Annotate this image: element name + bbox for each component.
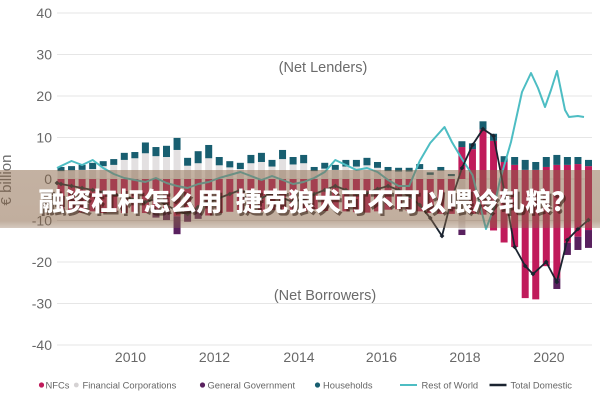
svg-text:20: 20: [36, 88, 52, 104]
svg-text:30: 30: [36, 47, 52, 63]
svg-text:(Net Lenders): (Net Lenders): [279, 60, 368, 76]
svg-text:2020: 2020: [533, 349, 564, 365]
svg-text:-30: -30: [32, 296, 52, 312]
svg-text:Households: Households: [323, 380, 373, 391]
svg-text:2010: 2010: [115, 349, 146, 365]
svg-text:Total Domestic: Total Domestic: [511, 380, 573, 391]
svg-text:General Government: General Government: [208, 380, 296, 391]
svg-text:40: 40: [36, 5, 52, 21]
svg-text:-40: -40: [32, 337, 52, 353]
svg-text:NFCs: NFCs: [46, 380, 70, 391]
svg-text:2018: 2018: [449, 349, 480, 365]
svg-text:2016: 2016: [366, 349, 397, 365]
svg-text:Financial Corporations: Financial Corporations: [83, 380, 177, 391]
svg-text:(Net Borrowers): (Net Borrowers): [274, 288, 376, 304]
svg-text:-20: -20: [32, 254, 52, 270]
svg-text:2014: 2014: [283, 349, 314, 365]
svg-text:Rest of World: Rest of World: [422, 380, 479, 391]
svg-text:10: 10: [36, 130, 52, 146]
svg-text:2012: 2012: [199, 349, 230, 365]
